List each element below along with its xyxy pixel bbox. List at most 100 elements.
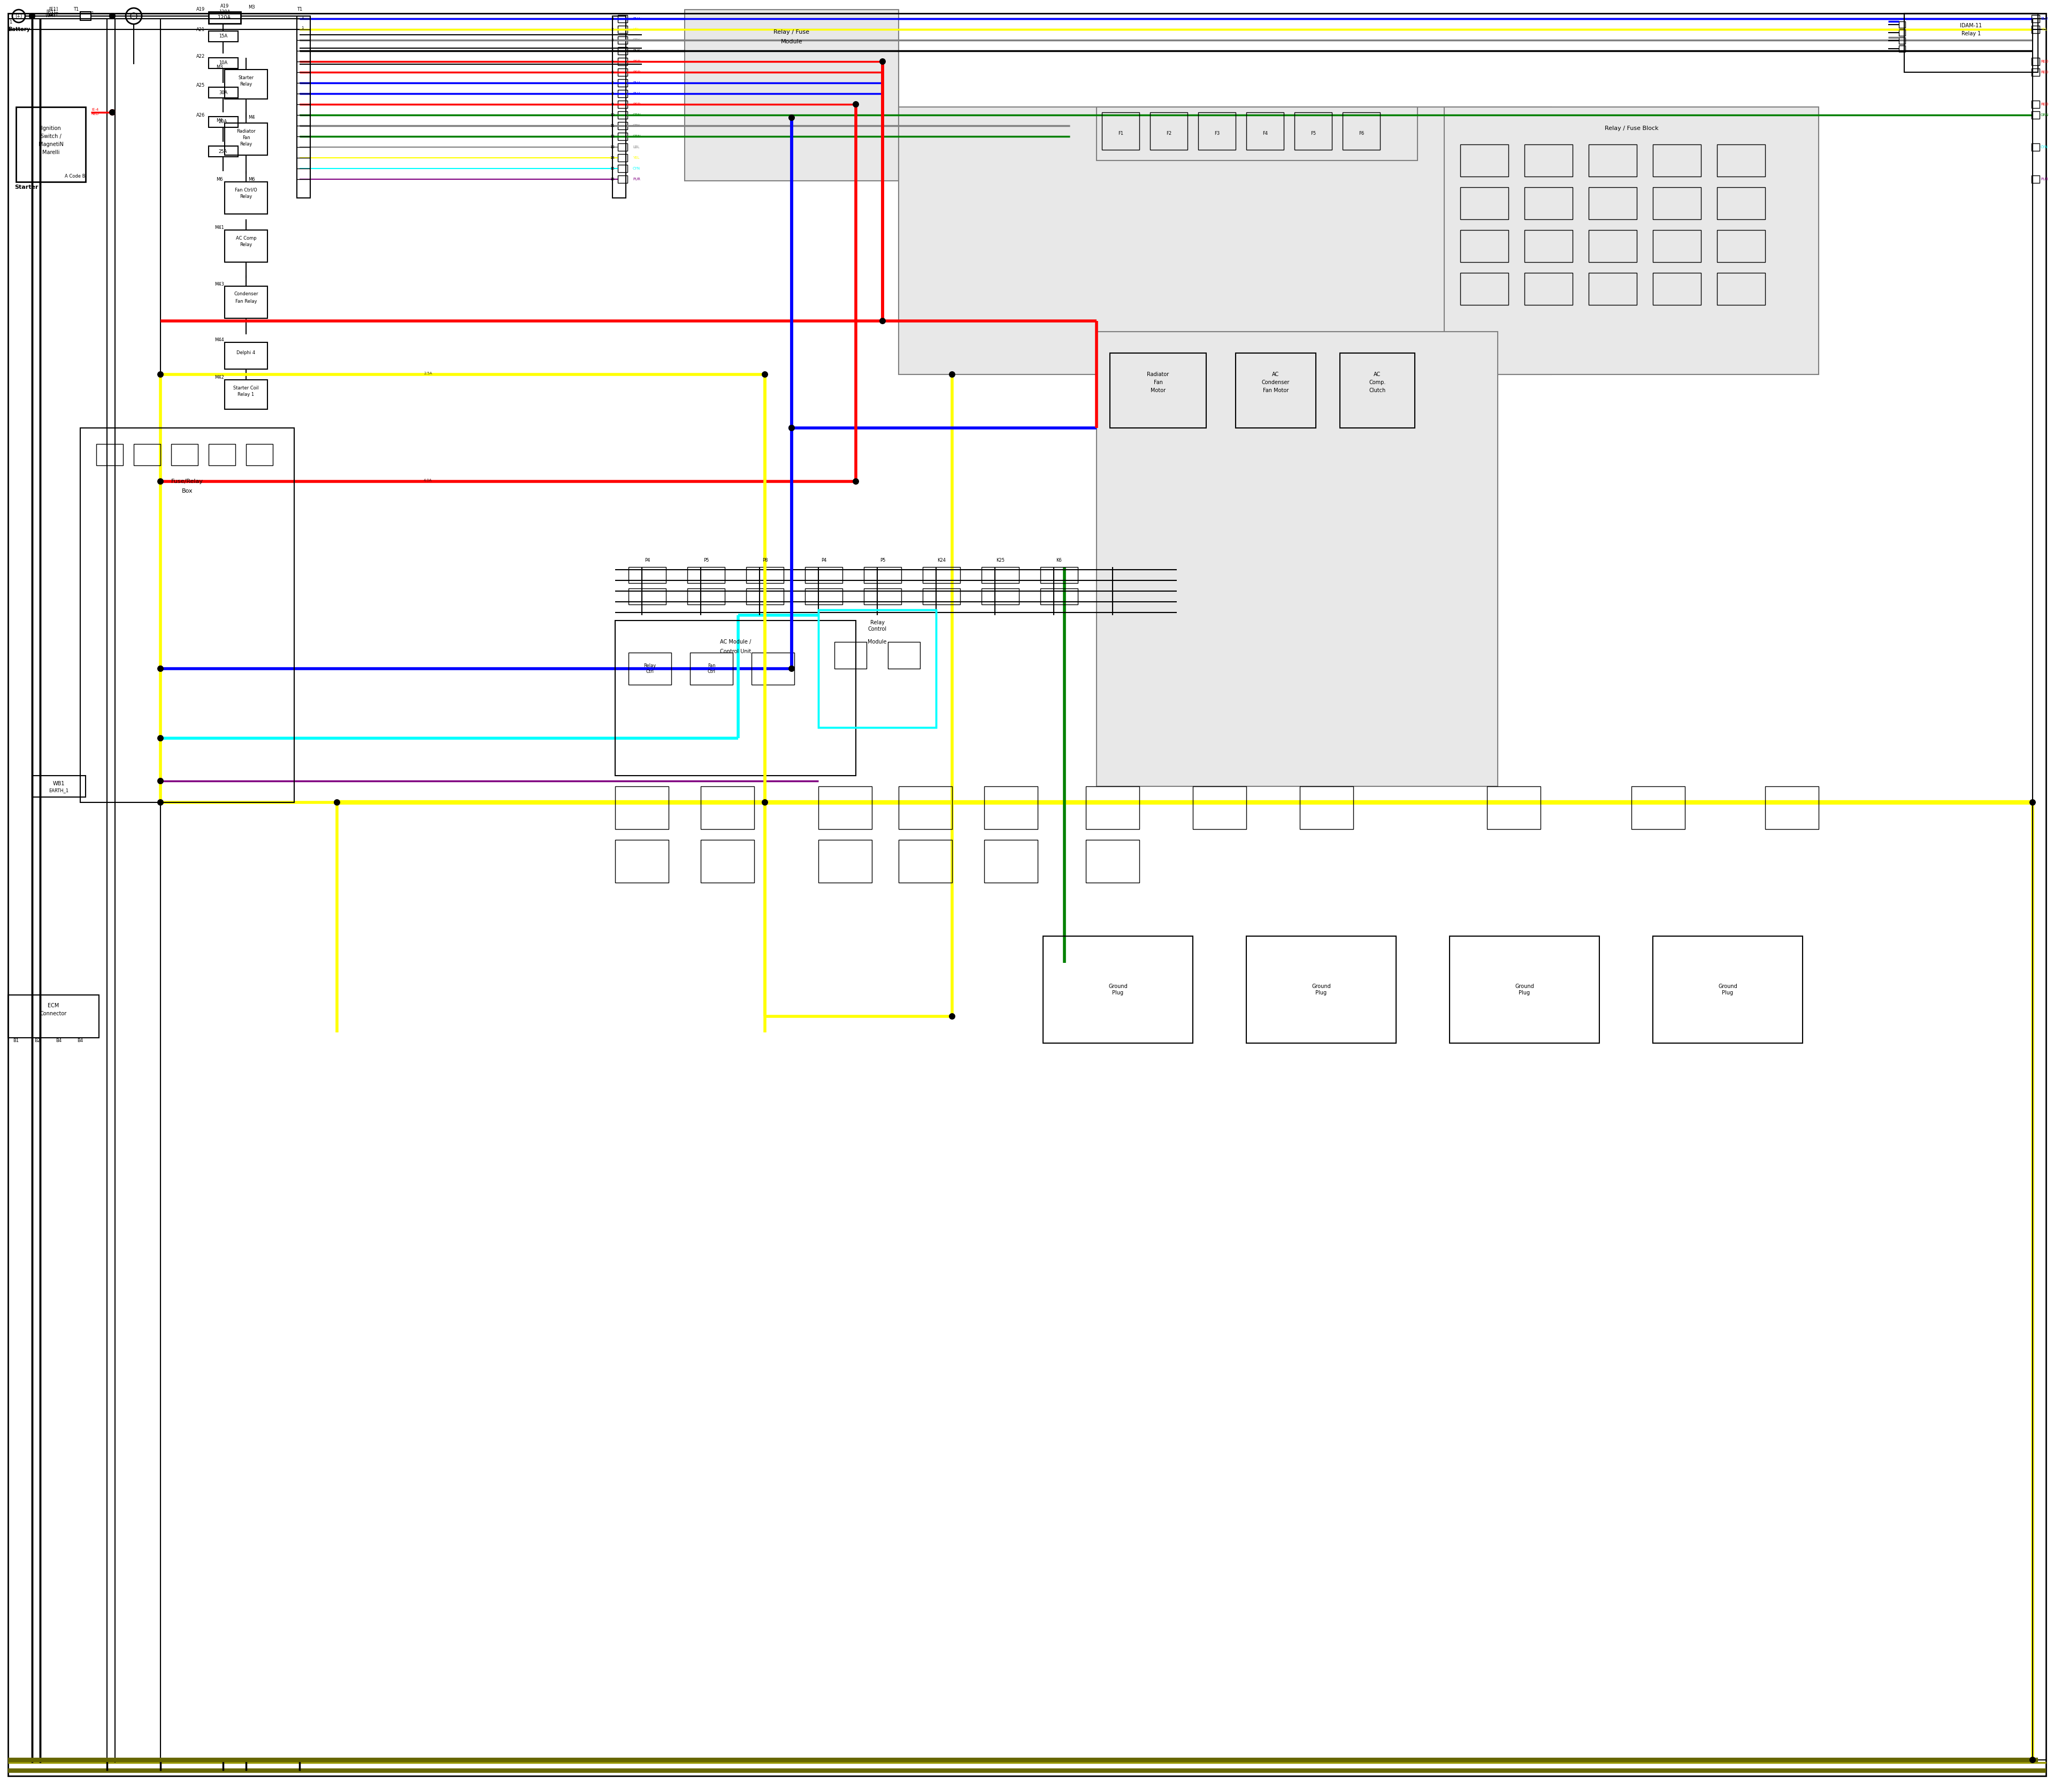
Text: Fan: Fan [242,134,251,140]
Text: PUR: PUR [633,177,641,181]
Text: RED: RED [90,113,99,115]
Text: CYN: CYN [633,167,641,170]
Bar [618,36,626,43]
Text: B4: B4 [78,1038,84,1043]
Bar [629,652,672,685]
Bar [1087,840,1140,883]
Text: GRN: GRN [633,113,641,116]
Text: A22: A22 [197,54,205,59]
Bar [1460,272,1508,305]
Bar [922,566,959,582]
Bar [1097,108,1417,161]
Bar [224,229,267,262]
Text: LBL: LBL [633,145,639,149]
Text: (+): (+) [14,14,23,18]
Text: AC Module /: AC Module / [719,640,752,645]
Text: Fan Ctrl/O: Fan Ctrl/O [234,188,257,192]
Bar [618,14,626,23]
Text: K24: K24 [937,557,945,563]
Text: MagnetiN: MagnetiN [39,142,64,147]
Text: Relay
Ctrl: Relay Ctrl [643,663,655,674]
Text: 6: 6 [612,70,614,73]
Bar [210,13,240,23]
Text: RED: RED [633,59,641,63]
Text: Fan Motor: Fan Motor [1263,387,1288,392]
Text: GRY: GRY [633,38,641,41]
Bar [210,30,238,41]
Bar [922,588,959,604]
Text: 5: 5 [612,59,614,63]
Bar [817,840,871,883]
Text: Marelli: Marelli [43,151,60,156]
Circle shape [949,1012,955,1020]
Text: Relay: Relay [240,195,253,199]
Text: RED: RED [2040,70,2048,73]
Text: 12: 12 [610,134,614,138]
Bar [690,652,733,685]
Text: AC Comp: AC Comp [236,235,257,240]
Text: M6: M6 [249,177,255,181]
Bar [1237,353,1317,428]
Text: P4: P4 [645,557,649,563]
Text: RED: RED [2040,102,2048,106]
Text: Starter: Starter [238,75,255,81]
Bar [1653,186,1701,219]
Bar [1460,186,1508,219]
Bar [1041,588,1078,604]
Text: YEL: YEL [633,156,639,159]
Text: A26: A26 [197,113,205,118]
Circle shape [762,799,768,806]
Bar [224,380,267,409]
Bar [1041,566,1078,582]
Bar [805,566,842,582]
Bar [246,444,273,466]
Bar [1764,787,1818,830]
Text: T1: T1 [74,7,78,11]
Circle shape [879,59,885,65]
Bar [1197,113,1237,151]
Bar [2031,100,2040,108]
Text: 15: 15 [610,167,614,170]
Text: Ground
Plug: Ground Plug [1717,984,1738,995]
Bar [817,609,937,728]
Bar [746,566,785,582]
Bar [210,145,238,156]
Circle shape [333,799,341,806]
Bar [298,16,310,197]
Bar [2031,143,2040,151]
Text: P8: P8 [762,557,768,563]
Circle shape [762,799,768,806]
Text: YEL: YEL [2040,29,2048,30]
Circle shape [852,478,859,484]
Text: RED: RED [633,70,641,73]
Bar [8,995,99,1038]
Bar [224,287,267,319]
Text: F5: F5 [1310,131,1317,136]
Text: A19
120A: A19 120A [220,4,230,14]
Text: GRN: GRN [2040,113,2048,116]
Text: F3: F3 [1214,131,1220,136]
Bar [746,588,785,604]
Bar [618,100,626,108]
Bar [618,143,626,151]
Bar [16,108,86,181]
Bar [1450,935,1600,1043]
Text: GRY: GRY [633,124,641,127]
Bar [97,444,123,466]
Circle shape [789,115,795,120]
Bar [1524,229,1573,262]
Bar [618,122,626,129]
Bar [900,108,1551,375]
Bar [1460,145,1508,177]
Bar [984,787,1037,830]
Bar [1904,13,2038,72]
Circle shape [158,478,164,484]
Text: 7: 7 [612,81,614,84]
Bar [210,444,236,466]
Text: 3: 3 [612,38,614,41]
Text: 4.0A: 4.0A [423,478,431,482]
Bar [1898,29,1906,36]
Text: 8: 8 [612,91,614,95]
Bar [900,840,953,883]
Bar [1898,22,1906,29]
